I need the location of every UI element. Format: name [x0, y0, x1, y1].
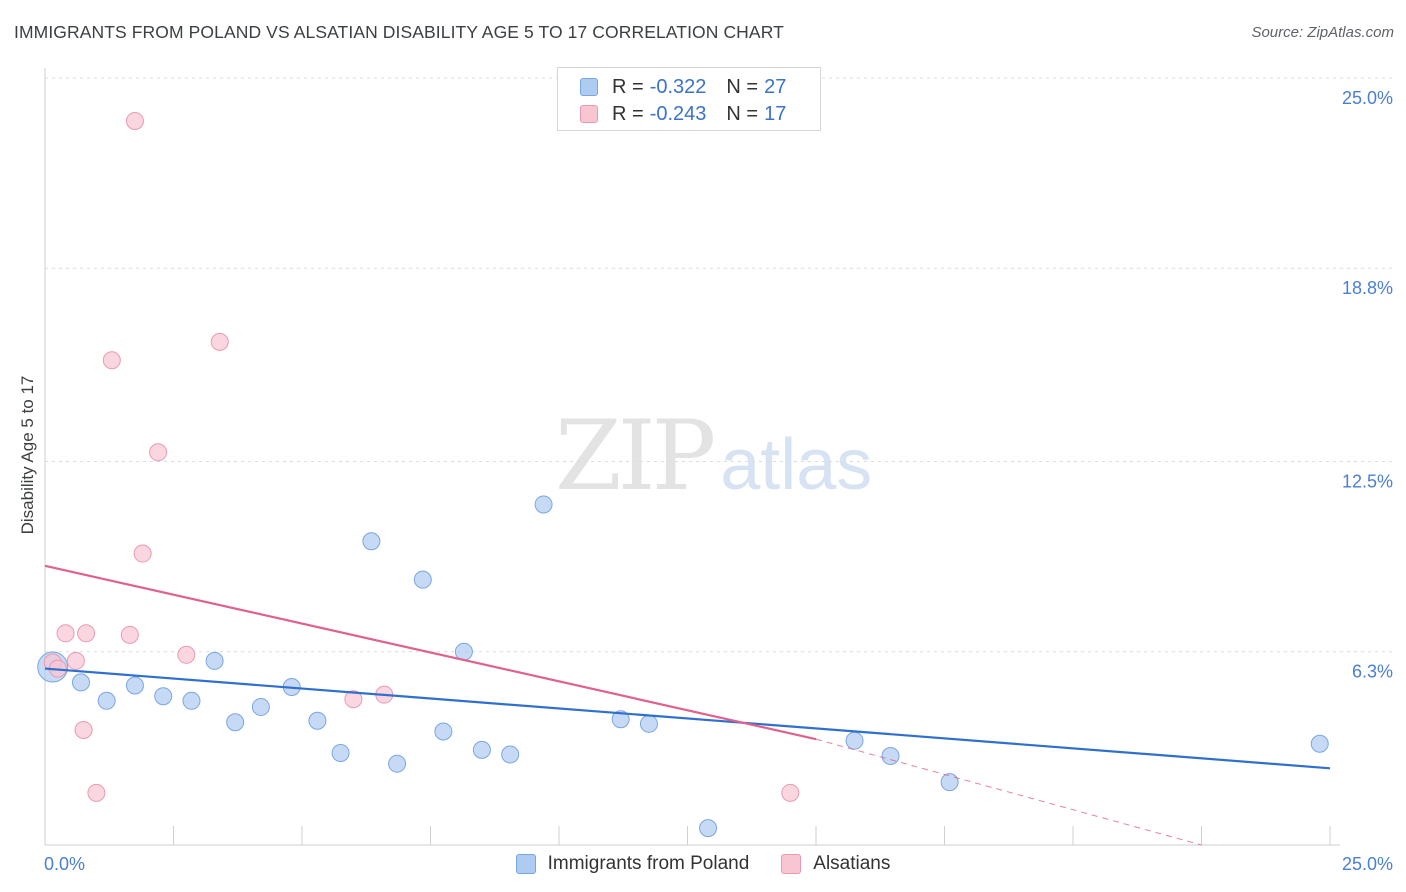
- legend-r-label: R =: [612, 102, 644, 125]
- alsatian-point: [344, 690, 363, 709]
- legend-r-label: R =: [612, 75, 644, 98]
- y-tick-label: 12.5%: [1342, 472, 1393, 492]
- legend-n-label: N =: [726, 75, 759, 98]
- alsatian-point: [781, 783, 800, 802]
- poland-point: [182, 691, 201, 710]
- x-tick-label-max: 25.0%: [1342, 854, 1393, 874]
- y-tick-label: 25.0%: [1342, 88, 1393, 108]
- poland-point: [1310, 734, 1329, 753]
- series-label-poland: Immigrants from Poland: [547, 853, 750, 874]
- y-tick-label: 6.3%: [1352, 662, 1393, 682]
- alsatian-point: [177, 645, 196, 664]
- alsatian-trend-line: [44, 564, 817, 741]
- poland-point: [434, 722, 453, 741]
- poland-point: [501, 745, 520, 764]
- poland-point: [251, 697, 270, 716]
- poland-point: [308, 711, 327, 730]
- series-legend-alsatians[interactable]: Alsatians: [781, 853, 890, 875]
- legend-n-value: 17: [764, 102, 787, 125]
- poland-point: [331, 743, 350, 762]
- poland-point: [97, 691, 116, 710]
- y-tick-label: 18.8%: [1342, 278, 1393, 298]
- x-tick-label-min: 0.0%: [44, 854, 85, 874]
- poland-point: [154, 687, 173, 706]
- series-label-alsatians: Alsatians: [813, 853, 891, 874]
- alsatian-point: [102, 351, 121, 370]
- series-swatch-alsatians: [781, 854, 802, 874]
- legend-r-value: -0.322: [649, 75, 707, 98]
- poland-point: [699, 819, 718, 838]
- alsatian-trend-extension: [815, 738, 1202, 846]
- alsatian-point: [87, 783, 106, 802]
- legend-row-poland: R = -0.322 N = 27: [580, 75, 786, 99]
- legend-swatch-poland: [580, 78, 598, 96]
- poland-point: [362, 532, 381, 551]
- alsatian-point: [77, 624, 96, 643]
- poland-point: [940, 773, 959, 792]
- legend-swatch-alsatians: [580, 105, 598, 123]
- poland-point: [413, 570, 432, 589]
- series-swatch-poland: [515, 854, 536, 874]
- poland-point: [881, 747, 900, 766]
- poland-point: [611, 710, 630, 729]
- poland-point: [472, 740, 491, 759]
- poland-point: [534, 495, 553, 514]
- series-legend-poland[interactable]: Immigrants from Poland: [515, 853, 750, 875]
- alsatian-point: [149, 443, 168, 462]
- alsatian-point: [125, 111, 144, 130]
- poland-point: [639, 714, 658, 733]
- poland-trend-line: [44, 667, 1331, 770]
- source-credit: Source: ZipAtlas.com: [1251, 24, 1394, 41]
- poland-point: [226, 713, 245, 732]
- poland-point: [205, 651, 224, 670]
- alsatian-point: [66, 651, 85, 670]
- alsatian-point: [210, 332, 229, 351]
- poland-point: [845, 731, 864, 750]
- poland-point: [125, 676, 144, 695]
- legend-n-value: 27: [764, 75, 787, 98]
- legend-row-alsatians: R = -0.243 N = 17: [580, 102, 786, 126]
- alsatian-point: [74, 720, 93, 739]
- alsatian-point: [56, 624, 75, 643]
- alsatian-point: [133, 544, 152, 563]
- legend-n-label: N =: [726, 102, 759, 125]
- alsatian-point: [120, 625, 139, 644]
- poland-point: [71, 673, 90, 692]
- correlation-legend: R = -0.322 N = 27 R = -0.243 N = 17: [557, 67, 821, 131]
- legend-r-value: -0.243: [649, 102, 707, 125]
- poland-point: [388, 754, 407, 773]
- series-legend: Immigrants from Poland Alsatians: [0, 852, 1406, 876]
- chart-title: IMMIGRANTS FROM POLAND VS ALSATIAN DISAB…: [14, 22, 784, 42]
